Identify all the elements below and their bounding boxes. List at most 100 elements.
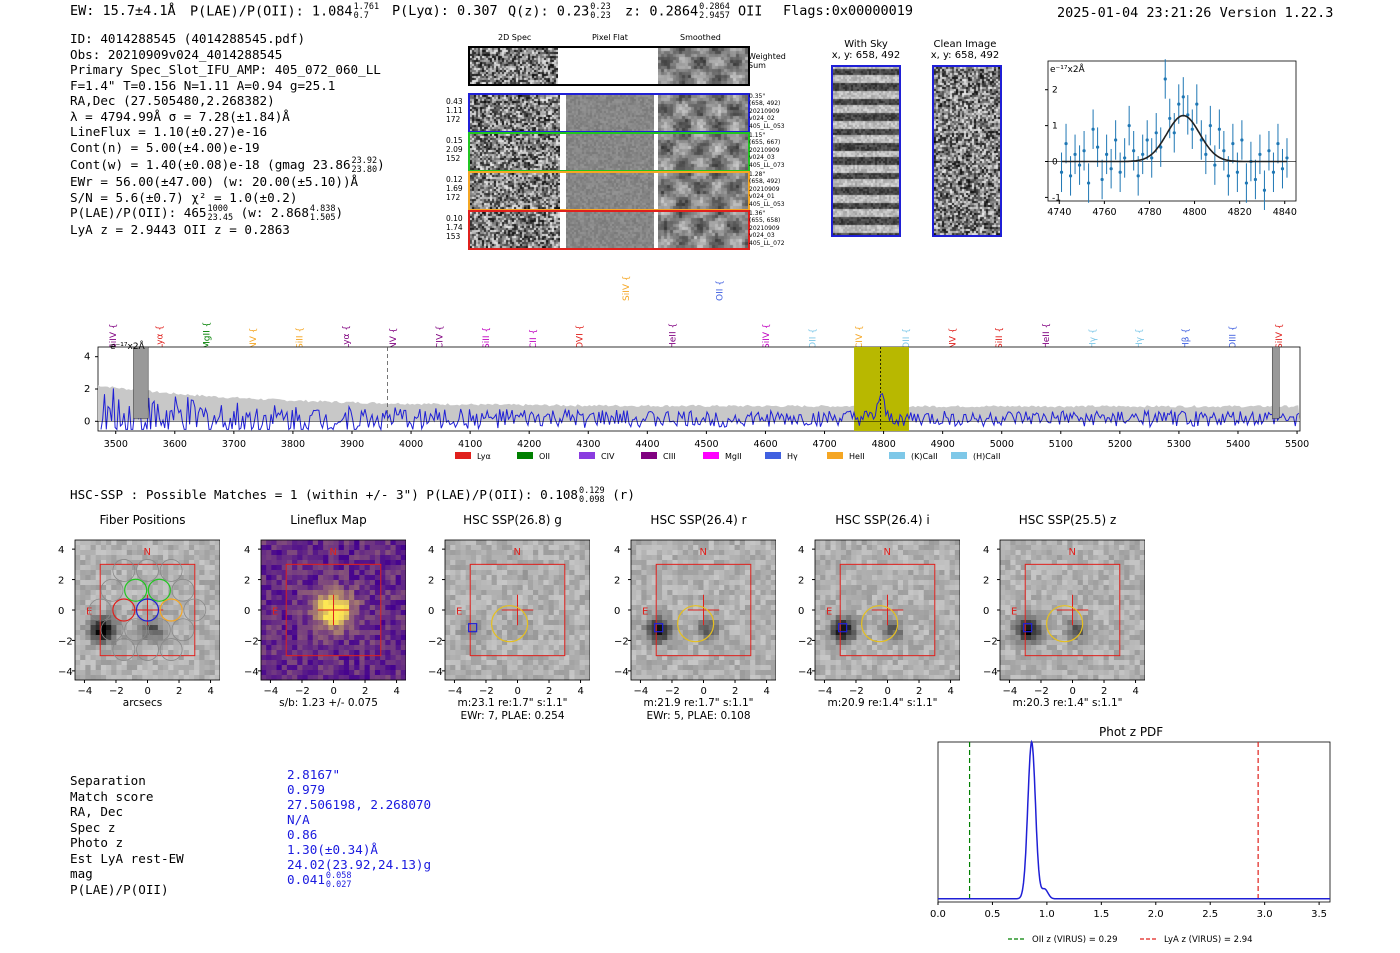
pixel: [317, 595, 324, 601]
pixel: [333, 545, 340, 551]
pixel: [323, 615, 329, 621]
pixel: [548, 655, 555, 661]
pixel: [455, 625, 461, 631]
pixel: [949, 640, 956, 646]
pixel: [286, 665, 293, 671]
pixel: [395, 575, 402, 581]
pixel: [553, 590, 560, 596]
pixel: [116, 560, 123, 566]
pixel: [574, 590, 581, 596]
pixel: [445, 635, 451, 641]
pixel: [840, 560, 847, 566]
pixel: [168, 660, 174, 666]
pixel: [137, 610, 143, 616]
pixel: [840, 585, 847, 591]
pixel: [100, 630, 107, 636]
pixel: [173, 540, 179, 546]
pixel: [338, 545, 345, 551]
legend-label: Hγ: [787, 452, 798, 461]
pixel: [698, 595, 704, 601]
pixel: [558, 595, 565, 601]
pixel: [724, 610, 730, 616]
pixel: [100, 585, 107, 591]
pixel: [830, 555, 837, 561]
pixel: [682, 550, 689, 556]
pixel: [1082, 640, 1089, 646]
pixel: [820, 600, 826, 606]
pixel: [770, 560, 776, 566]
pixel: [328, 545, 334, 551]
pixel: [292, 570, 298, 576]
pixel: [574, 605, 581, 611]
pixel: [908, 550, 914, 556]
pixel: [286, 580, 293, 586]
pixel: [533, 570, 539, 576]
pixel: [209, 655, 216, 661]
pixel: [527, 605, 534, 611]
pixel: [882, 660, 888, 666]
pixel: [913, 650, 919, 656]
pixel: [698, 565, 704, 571]
pixel: [328, 600, 334, 606]
pixel: [918, 655, 925, 661]
pixel: [328, 580, 334, 586]
pixel: [708, 625, 715, 631]
fiber-circle: [171, 578, 195, 602]
pixel: [866, 550, 873, 556]
pixel: [455, 565, 461, 571]
pixel: [765, 565, 772, 571]
pixel: [677, 575, 684, 581]
pixel: [703, 540, 710, 546]
pixel: [147, 635, 154, 641]
pixel: [713, 570, 720, 576]
pixel: [636, 620, 642, 626]
pixel: [157, 600, 164, 606]
cutout-smooth: [658, 173, 748, 209]
pixel: [928, 560, 935, 566]
pixel: [1062, 670, 1068, 676]
pixel: [90, 595, 97, 601]
pixel: [364, 550, 371, 556]
header-flags: Flags:0x00000019: [783, 3, 914, 19]
pixel: [636, 565, 642, 571]
pixel: [173, 645, 179, 651]
pixel: [1093, 665, 1099, 671]
pixel: [662, 540, 668, 546]
pixel: [708, 605, 715, 611]
pixel: [760, 590, 767, 596]
pixel: [163, 640, 169, 646]
pixel: [111, 670, 117, 676]
pixel: [266, 635, 272, 641]
pixel: [460, 560, 467, 566]
pixel: [918, 595, 925, 601]
pixel: [1000, 625, 1006, 631]
pixel: [364, 580, 371, 586]
pixel: [116, 585, 123, 591]
pixel: [522, 585, 529, 591]
pixel: [157, 545, 164, 551]
masked-region: [133, 346, 149, 419]
pixel: [866, 645, 873, 651]
pixel: [656, 670, 663, 676]
pixel: [770, 550, 776, 556]
pixel: [1000, 590, 1006, 596]
pixel: [400, 550, 406, 556]
pixel: [147, 610, 154, 616]
pixel: [271, 675, 277, 681]
pixel: [830, 605, 837, 611]
pixel: [1077, 550, 1084, 556]
pixel: [157, 615, 164, 621]
pixel: [465, 610, 472, 616]
pixel: [126, 630, 133, 636]
cutout-meta: v024_01: [749, 193, 775, 201]
pixel: [507, 545, 513, 551]
pixel: [564, 605, 570, 611]
pixel: [913, 635, 919, 641]
pixel: [636, 630, 642, 636]
pixel: [400, 635, 406, 641]
pixel: [538, 625, 544, 631]
pixel: [672, 640, 679, 646]
pixel: [682, 580, 689, 586]
pixel: [85, 660, 91, 666]
pixel: [173, 570, 179, 576]
